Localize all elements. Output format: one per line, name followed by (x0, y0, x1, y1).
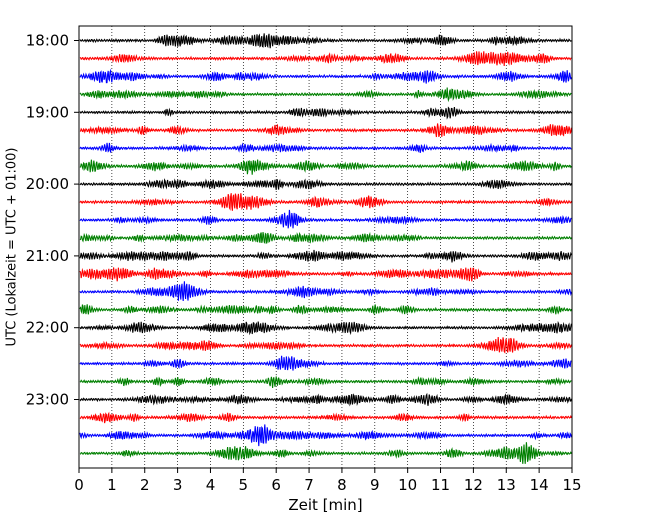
x-tick-label: 14 (530, 476, 549, 494)
trace-1900 (79, 106, 572, 120)
trace-2045 (79, 231, 572, 245)
trace-1800 (79, 33, 572, 49)
x-tick-label: 2 (140, 476, 150, 494)
trace-2200 (79, 320, 572, 336)
seismogram-traces (79, 33, 572, 464)
y-tick-label: 22:00 (26, 319, 69, 337)
trace-2245 (79, 375, 572, 389)
x-tick-label: 15 (562, 476, 581, 494)
x-axis-ticks: 0 1 2 3 4 5 6 7 8 9 10 11 12 13 14 15 (74, 468, 582, 494)
trace-2230 (79, 355, 572, 371)
x-tick-label: 9 (370, 476, 380, 494)
x-tick-label: 12 (464, 476, 483, 494)
y-tick-label: 23:00 (26, 391, 69, 409)
y-axis-label: UTC (Lokalzeit = UTC + 01:00) (5, 148, 20, 347)
y-tick-label: 20:00 (26, 175, 69, 193)
trace-2030 (79, 209, 572, 229)
y-axis-ticks: 18:00 19:00 20:00 21:00 22:00 23:00 (26, 32, 79, 409)
trace-2100 (79, 249, 572, 263)
trace-1815 (79, 51, 572, 67)
y-tick-label: 21:00 (26, 247, 69, 265)
x-tick-label: 6 (271, 476, 281, 494)
x-tick-label: 0 (74, 476, 84, 494)
x-axis-label: Zeit [min] (288, 496, 362, 514)
trace-1830 (79, 68, 572, 84)
trace-2330 (79, 424, 572, 447)
x-tick-label: 4 (206, 476, 216, 494)
trace-2215 (79, 337, 572, 354)
trace-2345 (79, 442, 572, 464)
trace-1930 (79, 142, 572, 153)
x-tick-label: 5 (239, 476, 249, 494)
x-tick-label: 3 (173, 476, 183, 494)
trace-1945 (79, 159, 572, 175)
trace-2130 (79, 281, 572, 302)
x-tick-label: 7 (304, 476, 314, 494)
x-tick-label: 1 (107, 476, 117, 494)
trace-2115 (79, 267, 572, 282)
trace-2015 (79, 193, 572, 211)
y-tick-label: 19:00 (26, 103, 69, 121)
x-tick-label: 8 (337, 476, 347, 494)
trace-1845 (79, 87, 572, 103)
y-tick-label: 18:00 (26, 32, 69, 50)
trace-2315 (79, 411, 572, 424)
trace-1915 (79, 123, 572, 138)
plot-frame (78, 25, 573, 469)
trace-2000 (79, 178, 572, 190)
x-tick-label: 13 (497, 476, 516, 494)
trace-2145 (79, 304, 572, 316)
x-tick-label: 10 (398, 476, 417, 494)
trace-2300 (79, 392, 572, 407)
x-tick-label: 11 (431, 476, 450, 494)
